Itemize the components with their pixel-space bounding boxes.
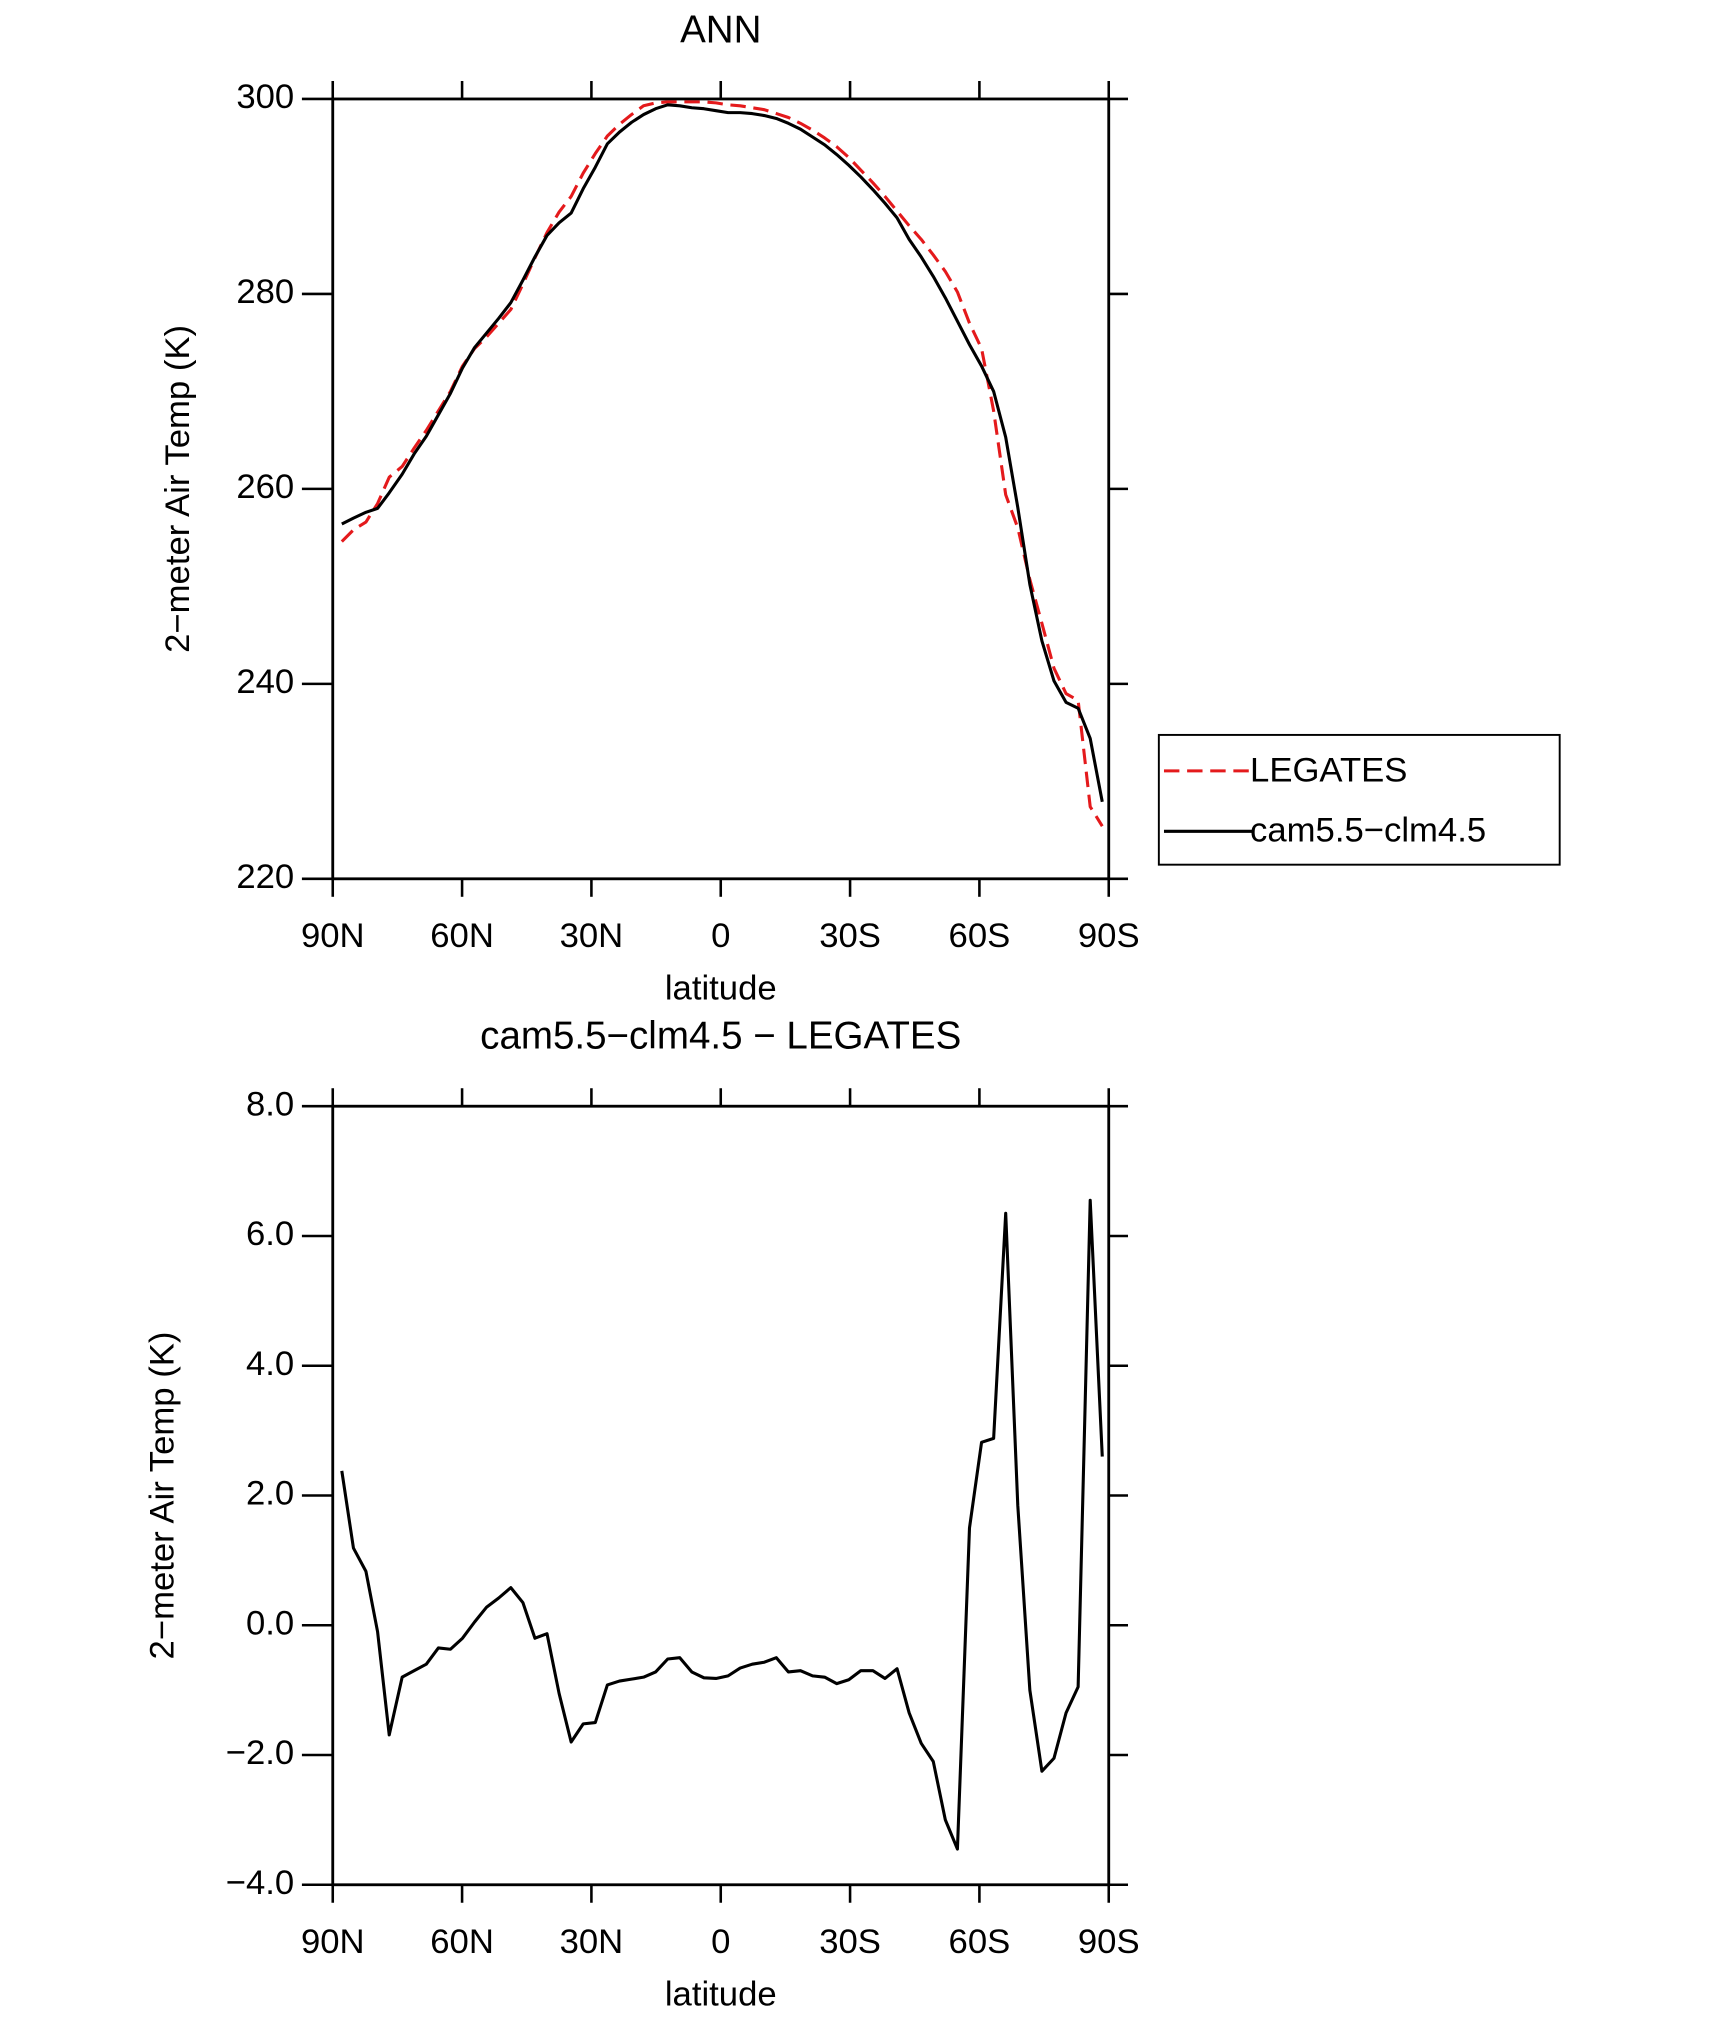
y-tick-label: 300 xyxy=(236,78,294,116)
legend-label: LEGATES xyxy=(1250,751,1407,789)
y-tick-label: 260 xyxy=(236,468,294,506)
x-tick-label: 60N xyxy=(430,1923,494,1961)
y-tick-label: 240 xyxy=(236,663,294,701)
x-tick-label: 30S xyxy=(819,1923,881,1961)
x-axis-label: latitude xyxy=(665,1976,777,2014)
x-tick-label: 90S xyxy=(1078,917,1140,955)
x-tick-label: 90S xyxy=(1078,1923,1140,1961)
plot-frame xyxy=(331,97,1111,881)
chart-title: cam5.5−clm4.5 − LEGATES xyxy=(480,1014,961,1057)
x-tick-label: 60S xyxy=(949,917,1011,955)
y-tick-label: 280 xyxy=(236,273,294,311)
x-tick-label: 0 xyxy=(711,917,730,955)
legend-label: cam5.5−clm4.5 xyxy=(1250,812,1486,850)
y-tick-label: 2.0 xyxy=(246,1475,294,1513)
y-tick-label: −4.0 xyxy=(226,1864,294,1902)
x-tick-label: 60N xyxy=(430,917,494,955)
x-axis-label: latitude xyxy=(665,970,777,1008)
y-axis-label: 2−meter Air Temp (K) xyxy=(144,1332,182,1660)
chart-title: ANN xyxy=(680,8,761,51)
legend-box xyxy=(1157,733,1561,866)
y-tick-label: −2.0 xyxy=(226,1734,294,1772)
y-tick-label: 8.0 xyxy=(246,1085,294,1123)
x-tick-label: 30N xyxy=(560,917,624,955)
data-line xyxy=(340,100,1104,827)
x-tick-label: 0 xyxy=(711,1923,730,1961)
x-tick-label: 90N xyxy=(301,917,365,955)
data-line xyxy=(340,1198,1104,1851)
y-tick-label: 220 xyxy=(236,858,294,896)
y-tick-label: 0.0 xyxy=(246,1604,294,1642)
x-tick-label: 90N xyxy=(301,1923,365,1961)
x-tick-label: 60S xyxy=(949,1923,1011,1961)
y-tick-label: 6.0 xyxy=(246,1215,294,1253)
plot-frame xyxy=(331,1104,1111,1887)
x-tick-label: 30S xyxy=(819,917,881,955)
data-line xyxy=(341,103,1104,803)
x-tick-label: 30N xyxy=(560,1923,624,1961)
y-tick-label: 4.0 xyxy=(246,1345,294,1383)
y-axis-label: 2−meter Air Temp (K) xyxy=(159,325,197,653)
